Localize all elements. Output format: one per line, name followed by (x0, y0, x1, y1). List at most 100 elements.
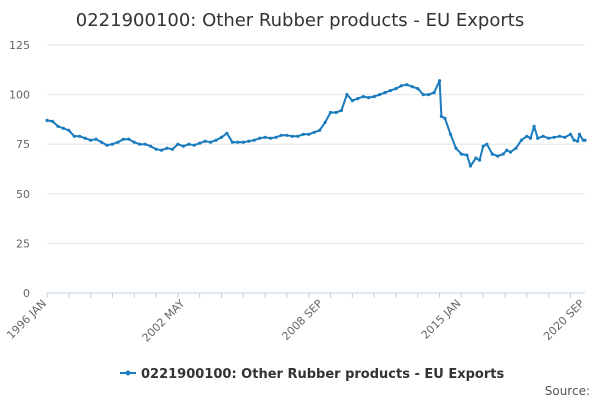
x-axis: 1996 JAN 2002 MAY 2008 SEP 2015 JAN 2020 SEP (4, 292, 587, 345)
data-point (552, 135, 556, 139)
data-point (296, 134, 300, 138)
data-point (438, 79, 442, 83)
data-point (525, 134, 529, 138)
data-point (252, 138, 256, 142)
data-point (187, 142, 191, 146)
data-point (230, 140, 234, 144)
data-point (50, 119, 55, 123)
source-label: Source: (545, 384, 590, 398)
data-point (241, 140, 245, 144)
data-point (192, 143, 196, 147)
data-point (388, 89, 393, 93)
data-point (514, 146, 518, 150)
y-tick-label: 50 (16, 188, 30, 201)
data-point (198, 141, 202, 145)
data-point (563, 135, 567, 139)
data-point (176, 142, 180, 146)
data-point (181, 144, 185, 148)
data-point (519, 138, 524, 142)
data-point (247, 139, 251, 143)
data-point (263, 135, 267, 139)
data-point (485, 142, 489, 146)
data-point (508, 150, 513, 154)
data-point (421, 93, 425, 97)
data-point (572, 138, 576, 142)
data-point (468, 164, 473, 168)
data-point (356, 97, 360, 101)
data-point (427, 93, 431, 97)
data-point (474, 156, 478, 160)
data-point (568, 132, 573, 136)
data-point (170, 147, 174, 151)
data-point (258, 136, 262, 140)
data-point (121, 137, 125, 141)
data-point (72, 134, 76, 138)
data-point (99, 140, 104, 144)
data-point (496, 154, 500, 158)
data-point (67, 128, 71, 132)
data-point (383, 91, 387, 95)
data-point (209, 140, 213, 144)
series-layer (45, 79, 587, 168)
y-tick-label: 75 (16, 138, 30, 151)
x-tick-label: 2002 MAY (140, 297, 188, 345)
legend-marker (125, 370, 131, 376)
data-point (132, 140, 136, 144)
x-tick-label: 2008 SEP (279, 297, 325, 343)
data-point (481, 144, 485, 148)
data-point (439, 114, 443, 118)
data-point (138, 142, 142, 146)
data-point (301, 132, 305, 136)
gridlines (47, 44, 585, 244)
data-point (454, 146, 458, 150)
data-point (307, 132, 311, 136)
data-point (448, 132, 453, 136)
data-point (478, 158, 482, 162)
data-point (558, 134, 562, 138)
data-point (110, 142, 114, 146)
data-point (361, 95, 365, 99)
data-point (165, 146, 169, 150)
data-point (399, 84, 403, 88)
y-tick-label: 125 (9, 39, 30, 52)
legend[interactable]: 0221900100: Other Rubber products - EU E… (120, 367, 504, 382)
data-point (236, 140, 240, 144)
data-point (547, 136, 551, 140)
data-point (61, 126, 65, 130)
data-point (532, 124, 536, 128)
data-point (345, 93, 349, 97)
data-point (56, 124, 60, 128)
data-point (505, 148, 509, 152)
data-point (323, 120, 327, 124)
data-point (127, 137, 131, 141)
data-point (501, 152, 505, 156)
data-point (443, 116, 447, 120)
data-point (78, 134, 82, 138)
data-point (159, 148, 164, 152)
data-point (225, 131, 229, 135)
data-point (410, 85, 414, 89)
y-axis-tick-labels: 0 25 50 75 100 125 (9, 39, 30, 300)
data-point (45, 118, 49, 122)
data-point (154, 147, 158, 151)
data-point (465, 153, 469, 157)
data-point (203, 139, 207, 143)
data-point (274, 135, 278, 139)
data-point (372, 95, 376, 99)
legend-label: 0221900100: Other Rubber products - EU E… (141, 367, 504, 382)
data-point (143, 142, 147, 146)
data-point (339, 108, 343, 113)
data-point (116, 140, 120, 144)
data-point (536, 136, 540, 140)
data-point (583, 138, 587, 142)
y-tick-label: 0 (23, 287, 30, 300)
data-point (214, 138, 218, 142)
data-point (105, 143, 109, 147)
x-tick-label: 1996 JAN (4, 297, 49, 342)
data-point (285, 133, 289, 137)
data-point (490, 152, 494, 156)
data-point (318, 128, 322, 132)
data-point (432, 91, 436, 95)
data-point (219, 135, 224, 139)
data-point (89, 138, 93, 142)
